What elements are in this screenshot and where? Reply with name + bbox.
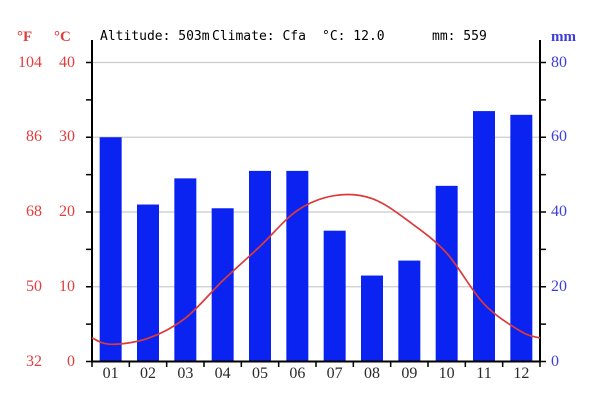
precip-bar-09: [398, 260, 421, 362]
fahrenheit-tick-label: 32: [26, 352, 42, 370]
mm-tick-label: 80: [551, 53, 567, 71]
fahrenheit-axis-title: °F: [17, 29, 33, 45]
precip-bar-07: [323, 230, 346, 362]
month-label-04: 04: [214, 365, 231, 382]
climate-class-label: Climate: Cfa: [212, 29, 306, 44]
celsius-tick-label: 10: [59, 277, 75, 295]
mm-tick-label: 60: [551, 128, 567, 146]
month-label-09: 09: [401, 365, 418, 382]
celsius-tick-label: 30: [59, 128, 75, 146]
month-label-01: 01: [102, 365, 119, 382]
total-precip-label: mm: 559: [432, 29, 487, 44]
mean-temp-label: °C: 12.0: [322, 29, 385, 44]
precip-bar-01: [99, 137, 122, 362]
fahrenheit-tick-label: 68: [26, 203, 42, 220]
month-label-12: 12: [513, 365, 530, 382]
month-label-11: 11: [476, 365, 492, 382]
precip-bar-05: [249, 170, 271, 362]
month-label-02: 02: [140, 365, 156, 382]
month-label-08: 08: [364, 365, 380, 382]
celsius-tick-label: 40: [59, 53, 75, 71]
precip-bar-04: [211, 208, 234, 362]
altitude-label: Altitude: 503m: [100, 29, 210, 44]
month-label-10: 10: [438, 365, 455, 382]
month-label-07: 07: [326, 365, 343, 382]
precip-bar-12: [510, 114, 533, 362]
temperature-line: [91, 193, 541, 346]
precip-bar-06: [286, 170, 309, 362]
celsius-tick-label: 20: [59, 203, 75, 220]
fahrenheit-tick-label: 50: [26, 277, 42, 295]
celsius-axis-title: °C: [54, 29, 71, 45]
month-label-03: 03: [177, 365, 194, 382]
celsius-tick-label: 0: [67, 352, 75, 370]
precip-bar-08: [361, 275, 383, 362]
precip-bar-03: [174, 178, 197, 362]
fahrenheit-tick-label: 86: [26, 128, 42, 146]
month-label-06: 06: [289, 365, 306, 382]
mm-tick-label: 40: [551, 203, 567, 220]
precip-bar-11: [473, 111, 495, 362]
precip-bar-10: [435, 185, 458, 362]
mm-axis-title: mm: [551, 29, 576, 45]
precip-bar-02: [137, 204, 159, 362]
month-label-05: 05: [252, 365, 268, 382]
fahrenheit-tick-label: 104: [18, 53, 42, 71]
mm-tick-label: 20: [551, 277, 567, 295]
mm-tick-label: 0: [551, 352, 559, 370]
